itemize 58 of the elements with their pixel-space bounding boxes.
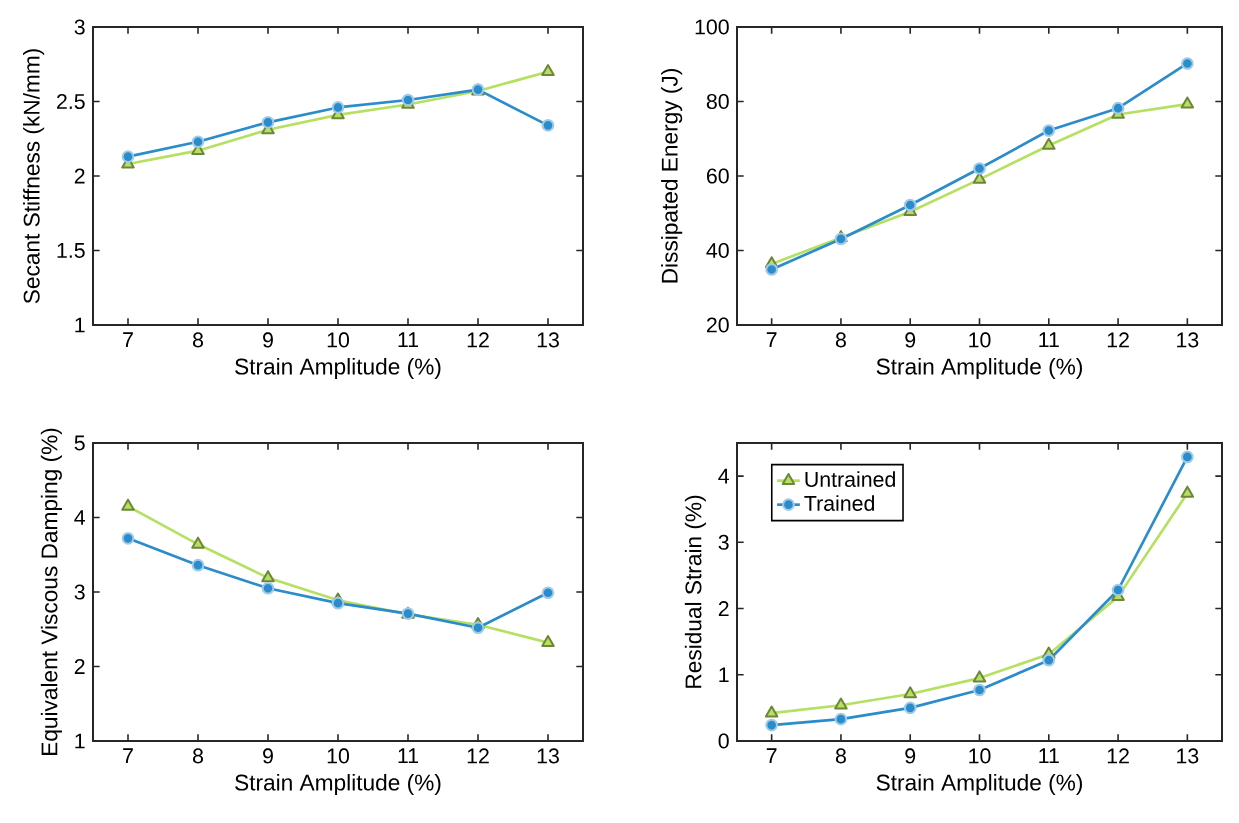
x-tick-label: 8	[192, 748, 204, 764]
x-tick-label: 8	[835, 748, 846, 764]
x-tick-label: 10	[327, 332, 350, 348]
x-tick-label: 12	[467, 748, 489, 764]
x-tick-label: 10	[327, 748, 350, 764]
y-tick-label: 3	[74, 584, 85, 600]
y-tick-label: 2	[74, 168, 85, 184]
x-tick-label: 9	[263, 332, 273, 348]
y-tick-label: 3	[718, 534, 729, 550]
x-tick-label: 9	[905, 748, 916, 764]
y-tick-label: 1.5	[57, 243, 85, 258]
y-tick-label: 0	[718, 733, 729, 749]
x-tick-label: 9	[263, 748, 273, 764]
y-tick-label: 100	[695, 19, 729, 35]
x-tick-label: 7	[123, 332, 133, 348]
x-tick-label: 12	[1107, 332, 1129, 348]
x-axis-title: Strain Amplitude (%)	[876, 357, 1082, 380]
x-tick-label: 10	[969, 332, 991, 348]
x-axis-title: Strain Amplitude (%)	[876, 773, 1082, 796]
y-tick-label: 2	[74, 659, 85, 674]
y-tick-label: 40	[706, 242, 729, 259]
legend-label: Trained	[804, 495, 875, 511]
x-tick-label: 7	[123, 748, 133, 764]
x-tick-label: 9	[905, 332, 916, 348]
y-tick-label: 1	[75, 317, 85, 333]
x-axis-title: Strain Amplitude (%)	[235, 357, 441, 380]
y-axis-title: Equivalent Viscous Damping (%)	[40, 428, 62, 755]
x-tick-label: 12	[467, 332, 489, 348]
x-tick-label: 13	[537, 332, 559, 348]
x-tick-label: 8	[192, 332, 204, 348]
x-tick-label: 13	[1177, 748, 1199, 764]
x-tick-label: 10	[969, 748, 991, 764]
y-tick-label: 4	[718, 468, 729, 484]
x-tick-label: 11	[398, 332, 419, 348]
y-tick-label: 3	[74, 19, 85, 35]
x-tick-label: 12	[1107, 748, 1129, 764]
x-tick-label: 7	[766, 332, 777, 348]
y-tick-label: 20	[706, 317, 729, 333]
x-tick-label: 8	[835, 332, 846, 348]
x-tick-label: 11	[398, 748, 419, 764]
x-tick-label: 7	[766, 748, 777, 764]
x-tick-label: 11	[1039, 748, 1059, 764]
y-tick-label: 1	[75, 733, 85, 749]
y-axis-title: Dissipated Energy (J)	[661, 69, 683, 283]
x-tick-label: 13	[537, 748, 559, 764]
x-tick-label: 13	[1177, 332, 1199, 348]
y-axis-title: Residual Strain (%)	[684, 495, 706, 688]
y-tick-label: 2.5	[57, 93, 85, 110]
y-axis-title: Secant Stiffness (kN/mm)	[23, 49, 45, 304]
y-tick-label: 60	[706, 168, 729, 184]
y-tick-label: 5	[74, 435, 85, 451]
y-tick-label: 1	[719, 667, 729, 683]
legend-label: Untrained	[805, 471, 895, 487]
x-axis-title: Strain Amplitude (%)	[235, 773, 441, 796]
y-tick-label: 2	[718, 601, 729, 616]
y-tick-label: 4	[74, 510, 85, 525]
x-tick-label: 11	[1039, 332, 1059, 348]
y-tick-label: 80	[706, 93, 729, 110]
